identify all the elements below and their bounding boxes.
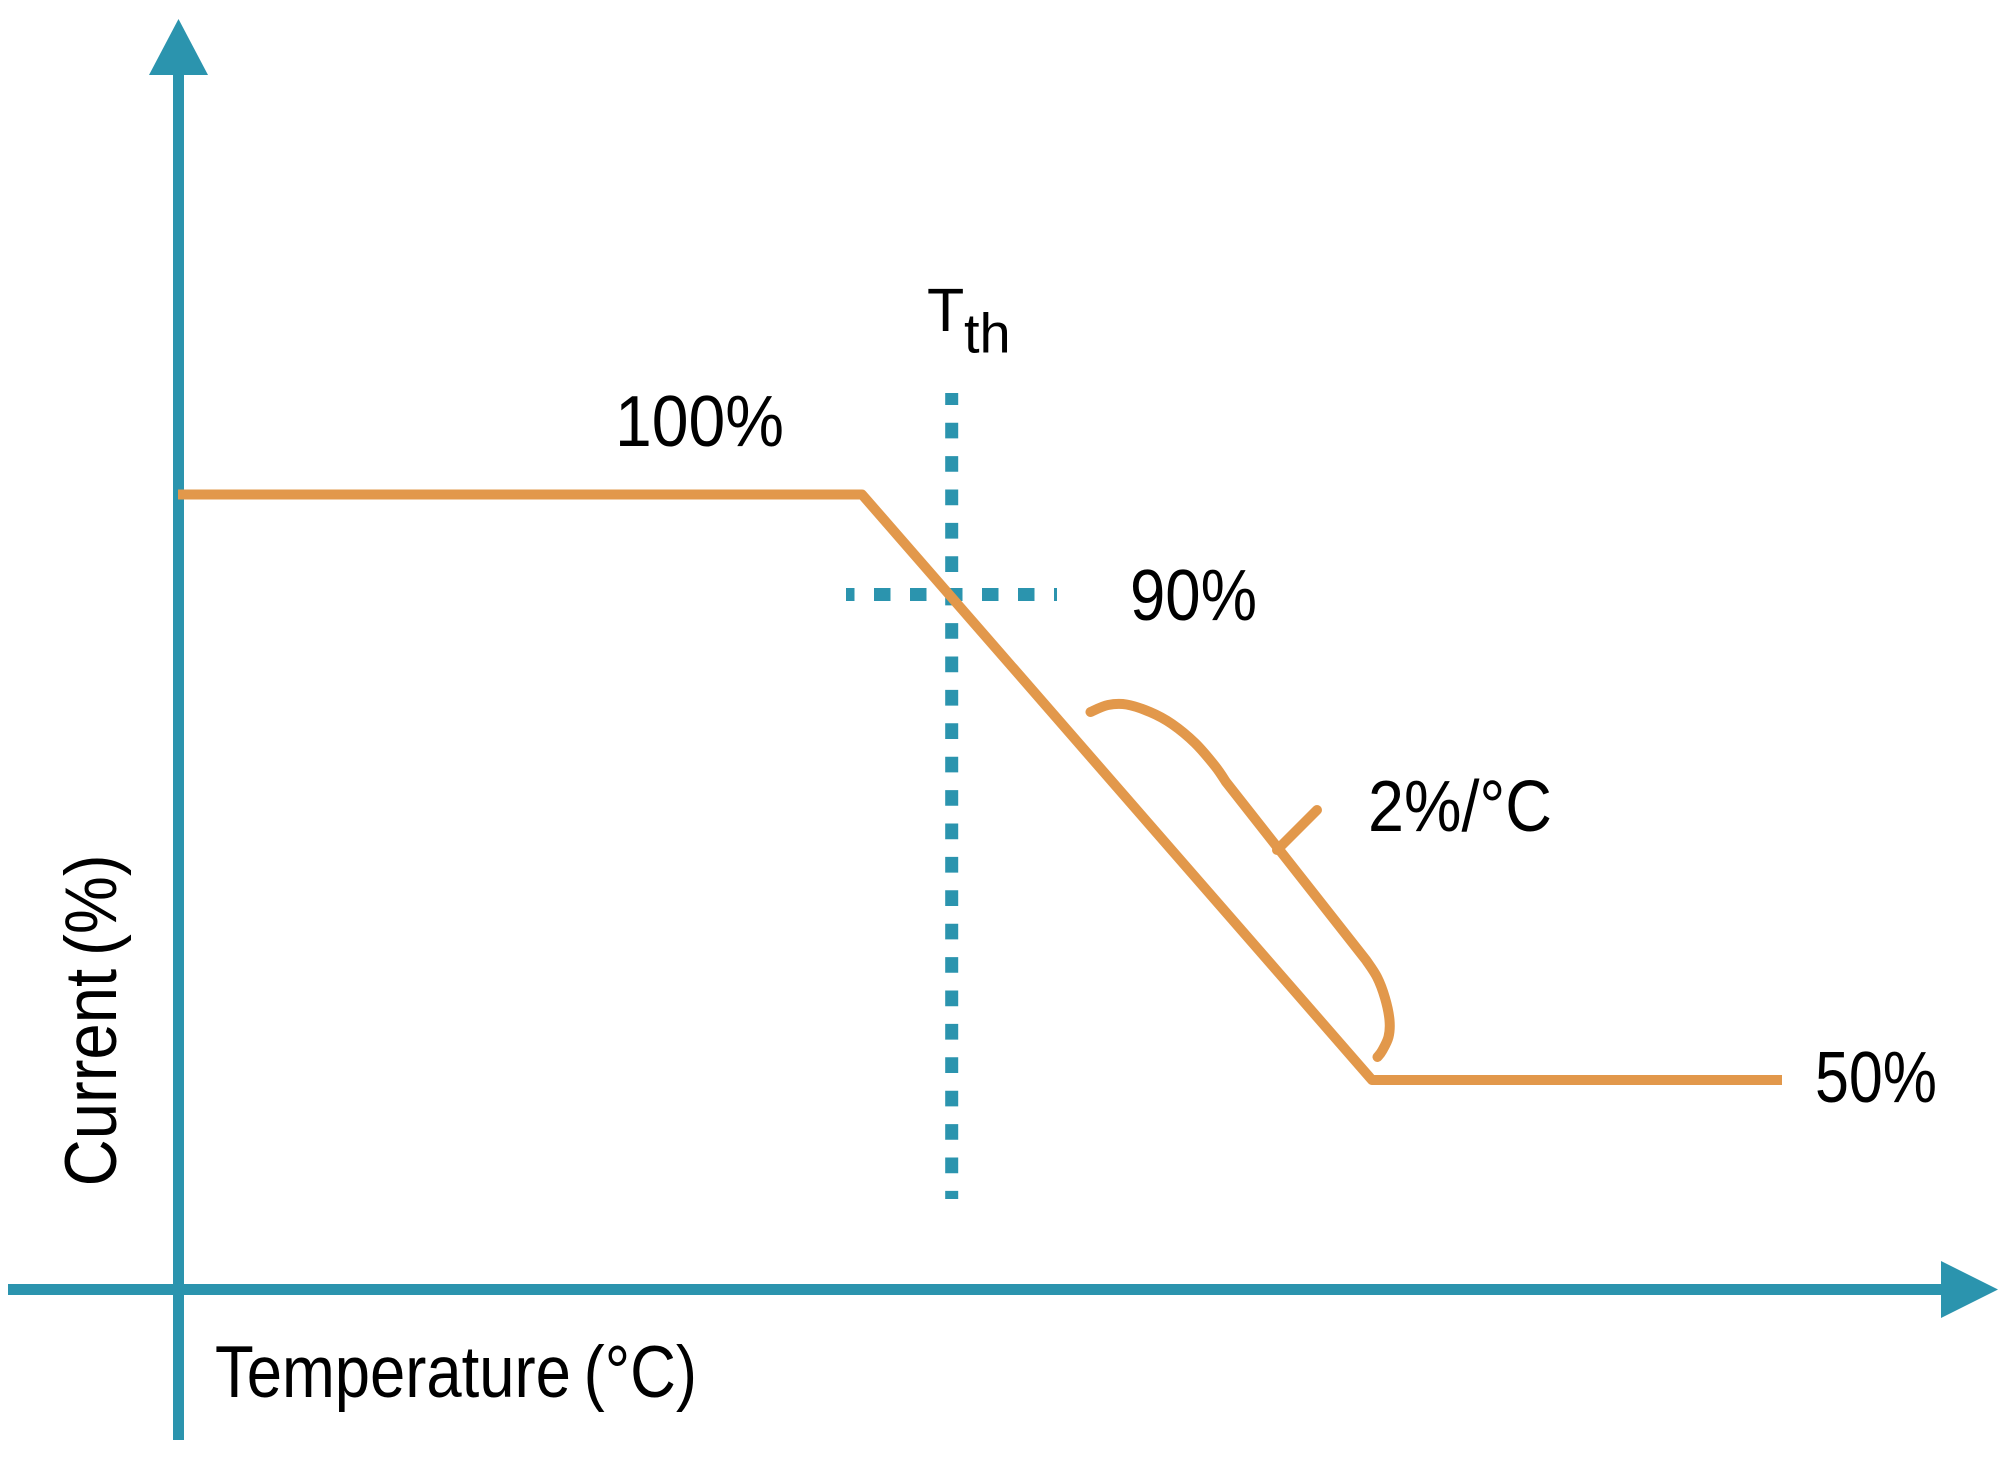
svg-text:2%/°C: 2%/°C bbox=[1368, 767, 1552, 847]
svg-text:T: T bbox=[927, 276, 964, 344]
svg-text:th: th bbox=[964, 302, 1011, 365]
svg-text:50%: 50% bbox=[1815, 1038, 1937, 1118]
svg-text:Temperature (°C): Temperature (°C) bbox=[215, 1332, 697, 1413]
svg-text:100%: 100% bbox=[615, 382, 784, 462]
svg-text:Current (%): Current (%) bbox=[51, 854, 132, 1186]
svg-text:90%: 90% bbox=[1130, 556, 1257, 636]
